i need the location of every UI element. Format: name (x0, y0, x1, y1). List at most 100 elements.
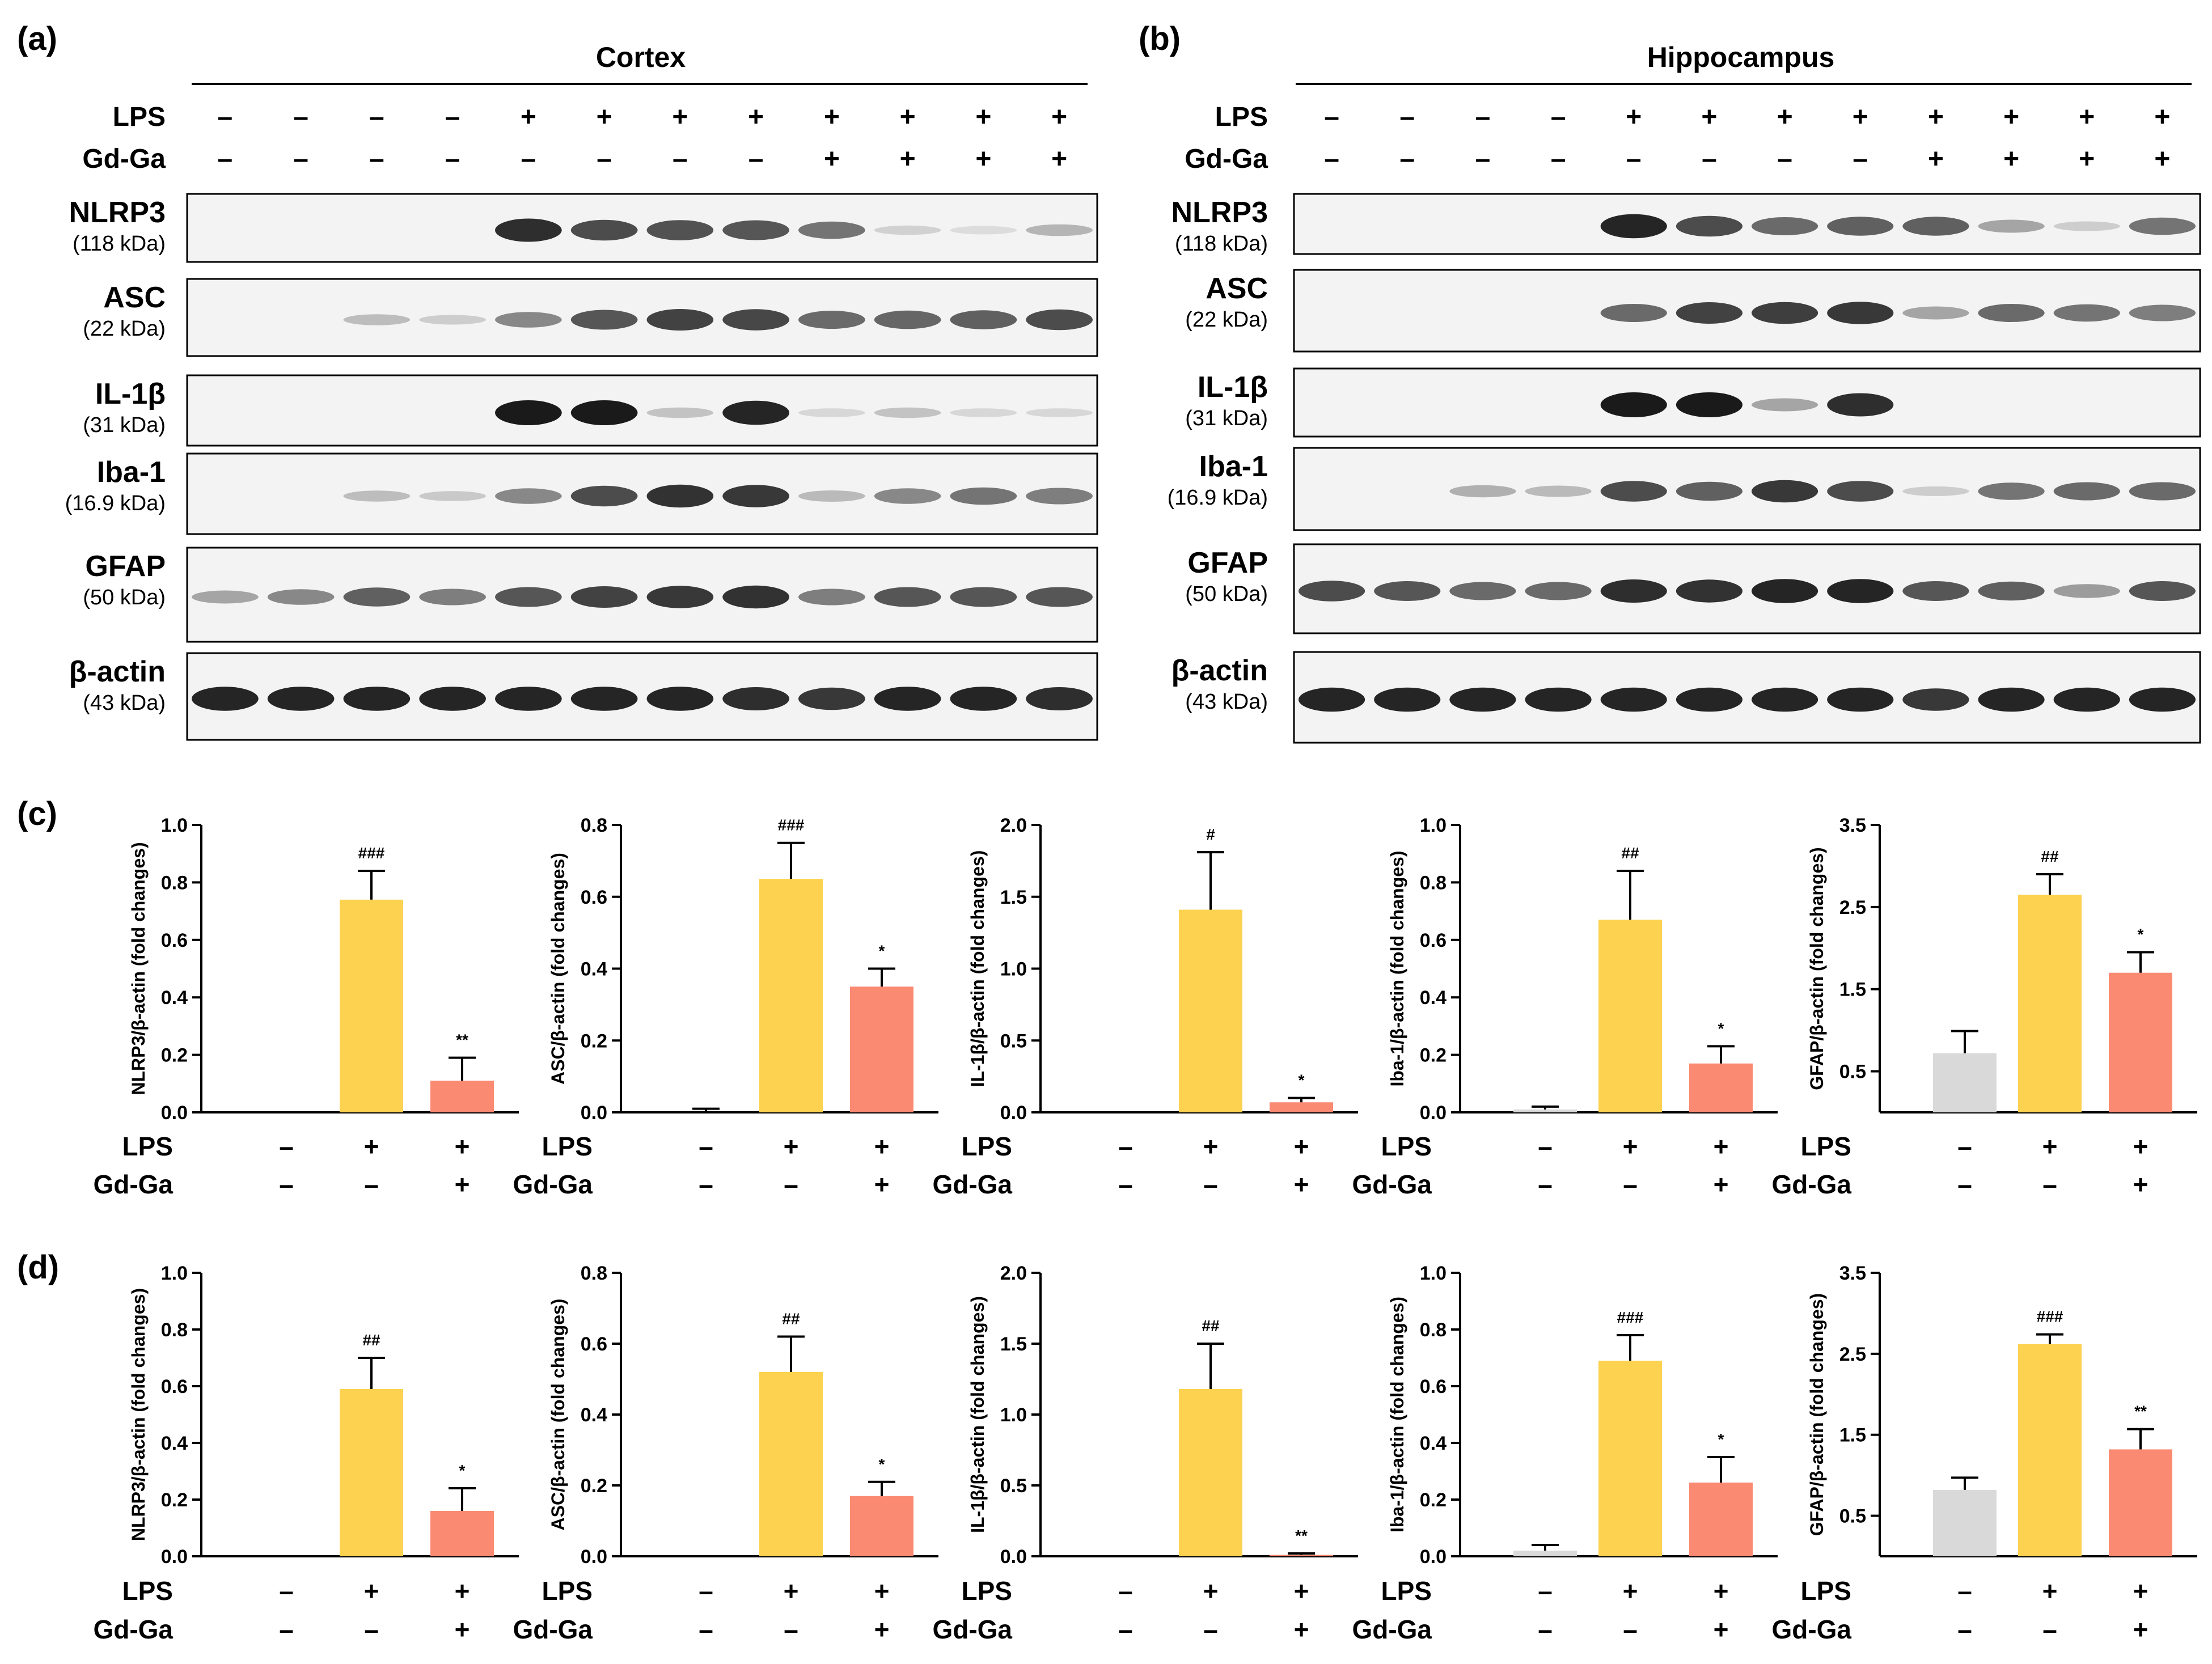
lps-sign: + (455, 1576, 470, 1606)
lane-sign: – (673, 144, 688, 174)
y-tick-label: 1.0 (161, 815, 188, 836)
hippocampus-title: Hippocampus (1647, 41, 1835, 73)
cortex-title: Cortex (596, 41, 686, 73)
band-actin (1026, 687, 1093, 710)
band-nlrp3 (1751, 217, 1818, 235)
band-gfap (1676, 579, 1743, 603)
band-asc (1978, 304, 2045, 322)
bar (1513, 1109, 1577, 1112)
band-asc (950, 310, 1017, 329)
band-iba1 (722, 485, 789, 507)
band-gfap (1600, 579, 1667, 603)
y-tick-label: 0.8 (581, 815, 607, 836)
lps-label: LPS (1381, 1576, 1432, 1606)
gdga-sign: – (784, 1170, 798, 1199)
significance-mark: ### (1617, 1309, 1644, 1326)
protein-name: NLRP3 (69, 196, 166, 229)
bar-chart-c-2: 0.0 0.2 0.4 0.6 0.8 ASC/β-actin (fold changes… (513, 815, 938, 1199)
protein-name: ASC (1206, 272, 1268, 305)
y-tick-label: 1.5 (1000, 1333, 1027, 1355)
band-nlrp3 (1676, 215, 1743, 237)
band-asc (2129, 304, 2196, 321)
lps-sign: – (1957, 1132, 1972, 1161)
protein-name: Iba-1 (1199, 450, 1268, 483)
gdga-sign: – (2042, 1170, 2057, 1199)
gdga-sign: – (1623, 1615, 1638, 1644)
band-asc (874, 310, 941, 329)
significance-mark: * (879, 1455, 885, 1473)
gdga-label: Gd-Ga (513, 1615, 593, 1644)
lane-sign: – (445, 144, 460, 174)
lane-sign: + (2003, 144, 2019, 174)
band-gfap (1374, 581, 1441, 601)
band-asc (1827, 302, 1894, 324)
y-axis-label: Iba-1/β-actin (fold changes) (1387, 1297, 1407, 1532)
lane-sign: – (445, 102, 460, 132)
lane-sign: – (1626, 144, 1642, 174)
protein-name: β-actin (1171, 654, 1268, 687)
bar (1270, 1102, 1333, 1112)
lane-sign: – (1853, 144, 1868, 174)
band-nlrp3 (950, 226, 1017, 235)
lane-sign: – (218, 102, 233, 132)
lps-label: LPS (122, 1132, 173, 1161)
y-axis-label: Iba-1/β-actin (fold changes) (1387, 850, 1407, 1086)
cortex-blot: LPS – – – – + + + + + + + + Gd-Ga – – – – – – – – + + + + NLRP3 (11… (65, 102, 1098, 741)
band-nlrp3 (1600, 214, 1667, 239)
lps-sign: – (699, 1576, 713, 1606)
band-gfap (2129, 581, 2196, 601)
lps-sign: + (2133, 1132, 2148, 1161)
protein-name: Iba-1 (97, 456, 166, 489)
band-actin (419, 687, 486, 711)
lane-sign: + (975, 144, 991, 174)
bar (1598, 1361, 1662, 1556)
lps-sign: + (1203, 1576, 1219, 1606)
band-il1 (798, 408, 865, 417)
y-tick-label: 0.6 (1420, 930, 1447, 951)
band-actin (1751, 687, 1818, 712)
gdga-label: Gd-Ga (1352, 1170, 1432, 1199)
lps-label: LPS (962, 1132, 1012, 1161)
lane-sign: + (672, 102, 688, 132)
y-tick-label: 0.4 (581, 1404, 607, 1426)
lps-label: LPS (1801, 1576, 1851, 1606)
y-tick-label: 1.0 (1000, 1404, 1027, 1426)
y-tick-label: 0.4 (1420, 987, 1447, 1009)
band-asc (1902, 306, 1969, 320)
y-tick-label: 2.5 (1839, 1344, 1866, 1365)
band-asc (798, 311, 865, 329)
bar (1179, 1389, 1242, 1556)
significance-mark: * (1718, 1019, 1724, 1037)
band-actin (1600, 687, 1667, 712)
bar (1933, 1489, 1997, 1556)
lps-sign: + (1294, 1132, 1309, 1161)
band-nlrp3 (646, 220, 714, 240)
gdga-sign: + (874, 1170, 890, 1199)
band-iba1 (1751, 480, 1818, 503)
protein-name: NLRP3 (1171, 196, 1268, 229)
band-asc (722, 309, 789, 331)
y-tick-label: 0.6 (161, 1376, 188, 1398)
panel-b-label: (b) (1139, 20, 1181, 57)
band-actin (267, 687, 335, 711)
lane-sign: + (1777, 102, 1793, 132)
condition-label: Gd-Ga (1185, 144, 1268, 174)
bar (1933, 1053, 1997, 1112)
y-tick-label: 2.5 (1839, 897, 1866, 918)
y-tick-label: 0.8 (1420, 1319, 1447, 1341)
band-gfap (950, 587, 1017, 607)
band-actin (874, 687, 941, 711)
lane-sign: + (2079, 102, 2095, 132)
protein-weight: (43 kDa) (83, 691, 166, 715)
band-actin (192, 687, 259, 711)
protein-weight: (31 kDa) (1185, 407, 1268, 430)
y-axis-label: IL-1β/β-actin (fold changes) (967, 1296, 988, 1533)
y-tick-label: 0.5 (1000, 1475, 1027, 1497)
band-gfap (1026, 587, 1093, 607)
bar (430, 1081, 494, 1112)
protein-weight: (16.9 kDa) (65, 492, 166, 515)
lps-label: LPS (122, 1576, 173, 1606)
band-actin (1298, 687, 1365, 712)
gdga-sign: – (279, 1615, 294, 1644)
band-gfap (1525, 582, 1592, 600)
